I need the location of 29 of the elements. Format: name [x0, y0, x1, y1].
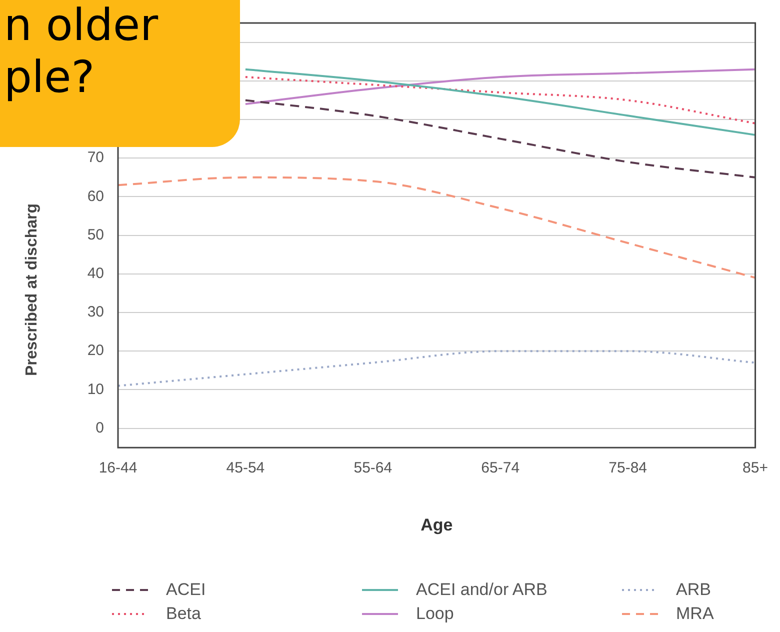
legend-label: ARB [676, 580, 711, 600]
line-series [117, 350, 756, 387]
line-series [244, 99, 756, 178]
line-series [244, 76, 756, 124]
x-tick-label: 45-54 [226, 460, 265, 477]
x-tick-label: 65-74 [481, 460, 520, 477]
annotation: n older ple? [0, 0, 240, 147]
legend-label: Beta [166, 604, 201, 624]
line-series [117, 176, 756, 279]
x-tick-label: 85+ [742, 460, 768, 477]
legend-label: Loop [416, 604, 454, 624]
legend-label: ACEI and/or ARB [416, 580, 548, 600]
y-tick-label: 40 [87, 265, 104, 282]
x-tick-label: 16-44 [98, 460, 138, 477]
x-axis-title: Age [420, 515, 453, 534]
legend-label: ACEI [166, 580, 206, 600]
legend-label: MRA [676, 604, 714, 624]
x-tick-label: 55-64 [354, 460, 392, 477]
y-tick-label: 0 [96, 419, 104, 436]
y-tick-label: 50 [87, 226, 104, 244]
y-tick-label: 70 [87, 149, 104, 166]
x-tick-label: 75-84 [608, 460, 648, 477]
y-tick-label: 60 [87, 188, 104, 205]
y-axis-title: Prescribed at discharg [23, 203, 40, 376]
line-series [244, 68, 756, 106]
y-tick-label: 20 [87, 342, 104, 360]
line-series [244, 68, 756, 136]
y-tick-label: 10 [87, 380, 104, 398]
y-tick-label: 30 [87, 304, 104, 321]
